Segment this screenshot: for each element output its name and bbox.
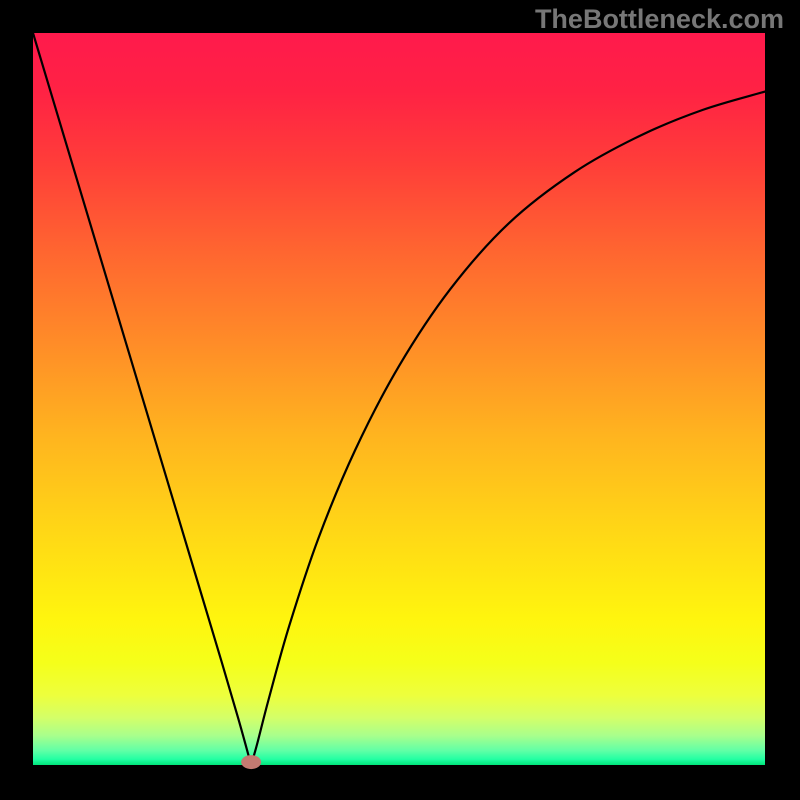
watermark-text: TheBottleneck.com <box>535 4 784 35</box>
curve-vertex-marker <box>241 755 261 769</box>
chart-frame: TheBottleneck.com <box>0 0 800 800</box>
bottleneck-chart <box>0 0 800 800</box>
